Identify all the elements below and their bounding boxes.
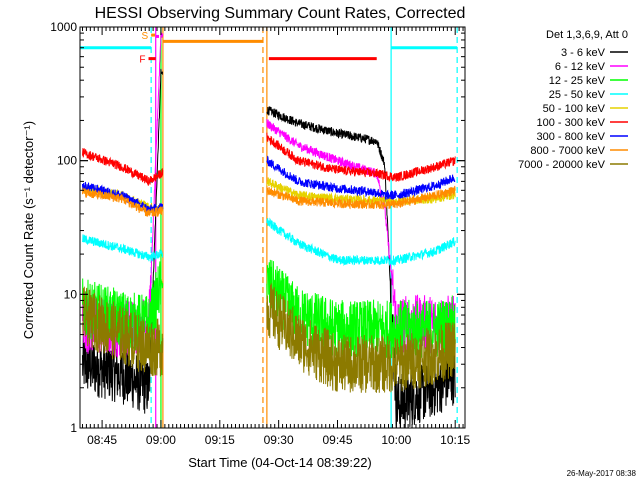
series-line-6-seg1 bbox=[266, 155, 456, 200]
x-tick-label: 09:15 bbox=[205, 433, 235, 447]
plot-data-layer bbox=[82, 27, 458, 429]
plot-frame bbox=[79, 26, 466, 429]
series-line-3-seg0 bbox=[82, 234, 164, 262]
legend-label-4: 50 - 100 keV bbox=[543, 103, 606, 115]
x-tick-label: 10:15 bbox=[440, 433, 470, 447]
x-tick-label: 08:45 bbox=[87, 433, 117, 447]
y-tick-label: 1000 bbox=[50, 20, 77, 34]
series-line-6-seg0 bbox=[82, 181, 164, 214]
x-tick-label: 10:00 bbox=[381, 433, 411, 447]
x-axis-label: Start Time (04-Oct-14 08:39:22) bbox=[188, 455, 372, 470]
chart-title: HESSI Observing Summary Count Rates, Cor… bbox=[95, 5, 466, 22]
legend: Det 1,3,6,9, Att 0 3 - 6 keV 6 - 12 keV 12… bbox=[518, 29, 628, 171]
y-tick-label: 10 bbox=[64, 287, 78, 301]
legend-label-5: 100 - 300 keV bbox=[537, 117, 606, 129]
x-tick-label: 09:45 bbox=[322, 433, 352, 447]
x-tick-label: 09:00 bbox=[146, 433, 176, 447]
series-line-5-seg1 bbox=[266, 132, 456, 183]
series-line-5-seg0 bbox=[82, 148, 164, 186]
legend-label-6: 300 - 800 keV bbox=[537, 131, 606, 143]
flag-label-2: F bbox=[139, 55, 145, 66]
series-line-0-seg0 bbox=[82, 68, 163, 414]
x-tick-label: 09:30 bbox=[264, 433, 294, 447]
series-line-0-seg1 bbox=[266, 106, 456, 429]
legend-label-8: 7000 - 20000 keV bbox=[518, 159, 606, 171]
legend-label-2: 12 - 25 keV bbox=[549, 75, 606, 87]
legend-label-1: 6 - 12 keV bbox=[555, 61, 606, 73]
series-line-3-seg1 bbox=[266, 217, 456, 267]
plot-flags-layer: FS bbox=[80, 31, 458, 66]
y-tick-label: 100 bbox=[57, 154, 77, 168]
series-line-7-seg0 bbox=[82, 186, 164, 217]
series-line-8-seg1 bbox=[266, 283, 456, 393]
y-tick-label: 1 bbox=[70, 421, 77, 435]
series-line-4-seg1 bbox=[266, 177, 456, 207]
timestamp: 26-May-2017 08:38 bbox=[567, 469, 637, 478]
legend-label-0: 3 - 6 keV bbox=[561, 47, 606, 59]
series-line-8-seg0 bbox=[82, 286, 164, 377]
flag-label-3: S bbox=[141, 31, 148, 42]
series-line-7-seg1 bbox=[266, 185, 456, 210]
legend-label-3: 25 - 50 keV bbox=[549, 89, 606, 101]
legend-label-7: 800 - 7000 keV bbox=[530, 145, 605, 157]
series-line-2-seg1 bbox=[266, 259, 456, 359]
legend-title: Det 1,3,6,9, Att 0 bbox=[546, 29, 628, 41]
plot-axes-layer: 1 10 100 1000 08:45 09:00 09:15 09:30 09:45 10:00… bbox=[50, 20, 470, 447]
y-axis-label: Corrected Count Rate (s⁻¹ detector⁻¹) bbox=[21, 121, 36, 339]
